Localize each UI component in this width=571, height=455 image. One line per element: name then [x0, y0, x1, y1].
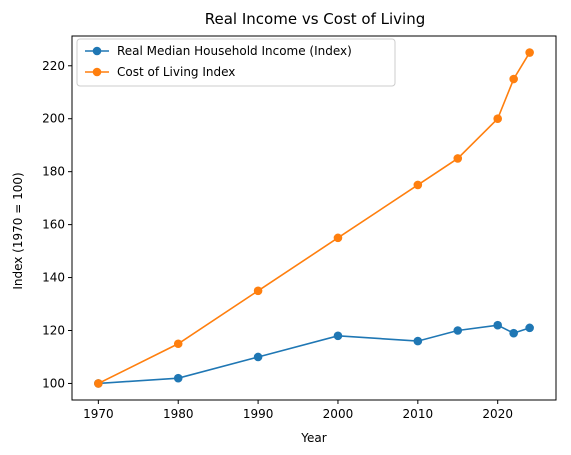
data-point	[333, 233, 343, 243]
plot-frame	[71, 35, 557, 401]
y-tick-label: 120	[42, 324, 65, 338]
y-tick-label: 140	[42, 271, 65, 285]
data-point	[493, 320, 502, 330]
x-tick-label: 2010	[403, 407, 434, 421]
y-tick-label: 100	[42, 376, 65, 390]
data-point	[413, 336, 423, 346]
series-line	[98, 324, 530, 385]
data-point	[173, 339, 183, 349]
series-layer	[94, 48, 534, 388]
data-point	[253, 286, 263, 296]
series-line	[98, 52, 531, 385]
data-point	[453, 154, 463, 163]
x-tick-label: 2000	[323, 407, 354, 421]
y-tick-label: 220	[42, 59, 65, 73]
y-axis: 100 120 140 160 180 200 220	[42, 59, 72, 390]
data-point	[525, 48, 534, 57]
x-tick-label: 2020	[482, 407, 513, 421]
legend-swatch-marker	[92, 46, 102, 56]
data-point	[253, 352, 263, 362]
y-tick-label: 160	[42, 218, 65, 232]
data-point	[453, 326, 463, 335]
x-tick-label: 1980	[163, 407, 194, 421]
y-tick-label: 200	[42, 112, 65, 126]
data-point	[333, 331, 343, 341]
data-point	[94, 379, 103, 388]
y-axis-label: Index (1970 = 100)	[11, 172, 25, 289]
x-tick-label: 1970	[83, 407, 114, 421]
data-point	[173, 373, 183, 383]
y-tick-label: 180	[42, 165, 65, 179]
series-1	[94, 48, 534, 388]
legend-swatch-marker	[92, 67, 102, 77]
data-point	[509, 74, 518, 84]
legend: Real Median Household Income (Index) Cost…	[76, 38, 396, 87]
data-point	[413, 180, 423, 190]
data-point	[493, 114, 502, 124]
x-axis-label: Year	[300, 431, 326, 445]
series-0	[94, 320, 534, 388]
x-tick-label: 1990	[243, 407, 274, 421]
legend-label: Real Median Household Income (Index)	[117, 44, 352, 58]
legend-label: Cost of Living Index	[117, 65, 235, 79]
legend-item: Cost of Living Index	[85, 65, 235, 79]
plot-area	[71, 35, 557, 401]
x-axis: 1970 1980 1990 2000 2010 2020	[83, 400, 513, 421]
legend-item: Real Median Household Income (Index)	[85, 44, 352, 58]
legend-box	[76, 38, 396, 87]
data-point	[525, 323, 534, 333]
chart-title: Real Income vs Cost of Living	[205, 10, 425, 28]
data-point	[509, 328, 518, 338]
